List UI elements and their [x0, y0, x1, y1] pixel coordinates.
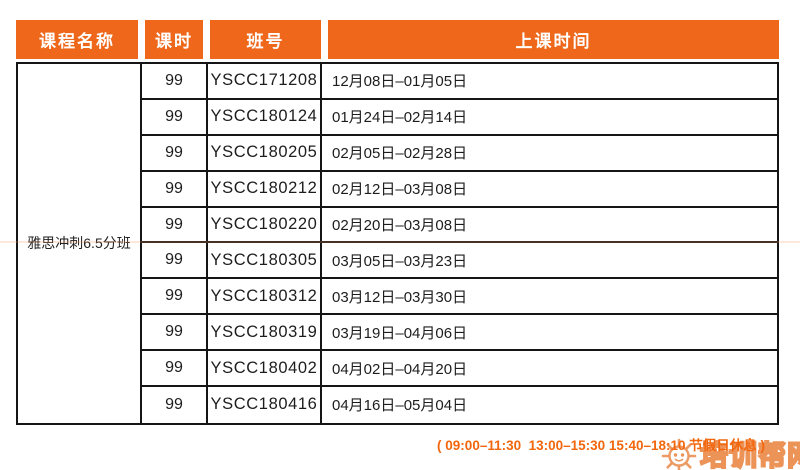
hours-cell: 99	[142, 135, 208, 172]
class-number-cell: YSCC180124	[208, 99, 322, 136]
class-dates-cell: 03月19日–04月06日	[322, 315, 777, 352]
class-dates-cell: 02月12日–03月08日	[322, 172, 777, 208]
hours-cell: 99	[142, 279, 208, 316]
class-dates-cell: 02月05日–02月28日	[322, 136, 777, 172]
class-dates-cell: 12月08日–01月05日	[322, 64, 777, 100]
hours-cell: 99	[142, 99, 208, 136]
class-number-cell: YSCC180402	[208, 351, 322, 388]
header-class-hours: 课时	[145, 20, 203, 59]
hours-cell: 99	[142, 243, 208, 280]
class-number-cell: YSCC180212	[208, 171, 322, 208]
class-number-cell: YSCC180220	[208, 207, 322, 244]
schedule-time-note: ( 09:00–11:30 13:00–15:30 15:40–18:10 节假…	[437, 438, 765, 453]
watermark: 培训帮网	[661, 438, 800, 470]
hours-cell: 99	[142, 64, 208, 100]
watermark-text: 培训帮网	[699, 440, 800, 470]
class-dates-cell: 03月12日–03月30日	[322, 279, 777, 316]
hours-cell: 99	[142, 315, 208, 352]
header-class-time: 上课时间	[328, 20, 779, 59]
hours-cell: 99	[142, 171, 208, 208]
class-number-cell: YSCC171208	[208, 64, 322, 100]
class-number-cell: YSCC180312	[208, 279, 322, 316]
hours-cell: 99	[142, 351, 208, 388]
table-header-row: 课程名称 课时 班号 上课时间	[16, 20, 779, 59]
sun-face-icon	[661, 438, 697, 470]
class-dates-cell: 01月24日–02月14日	[322, 100, 777, 136]
class-number-cell: YSCC180319	[208, 315, 322, 352]
class-number-cell: YSCC180416	[208, 387, 322, 423]
header-course-name: 课程名称	[16, 20, 138, 59]
class-number-cell: YSCC180205	[208, 135, 322, 172]
class-dates-cell: 04月02日–04月20日	[322, 351, 777, 388]
table-body: 雅思冲刺6.5分班 99 YSCC171208 12月08日–01月05日 99…	[16, 62, 779, 425]
course-name-cell: 雅思冲刺6.5分班	[18, 64, 142, 423]
hours-cell: 99	[142, 387, 208, 423]
course-schedule-table: 课程名称 课时 班号 上课时间 雅思冲刺6.5分班 99 YSCC171208 …	[16, 20, 779, 425]
class-dates-cell: 04月16日–05月04日	[332, 397, 468, 415]
hours-cell: 99	[142, 207, 208, 244]
header-class-number: 班号	[210, 20, 321, 59]
class-dates-cell: 03月05日–03月23日	[322, 243, 777, 280]
class-number-cell: YSCC180305	[208, 243, 322, 280]
class-dates-cell: 02月20日–03月08日	[322, 208, 777, 244]
